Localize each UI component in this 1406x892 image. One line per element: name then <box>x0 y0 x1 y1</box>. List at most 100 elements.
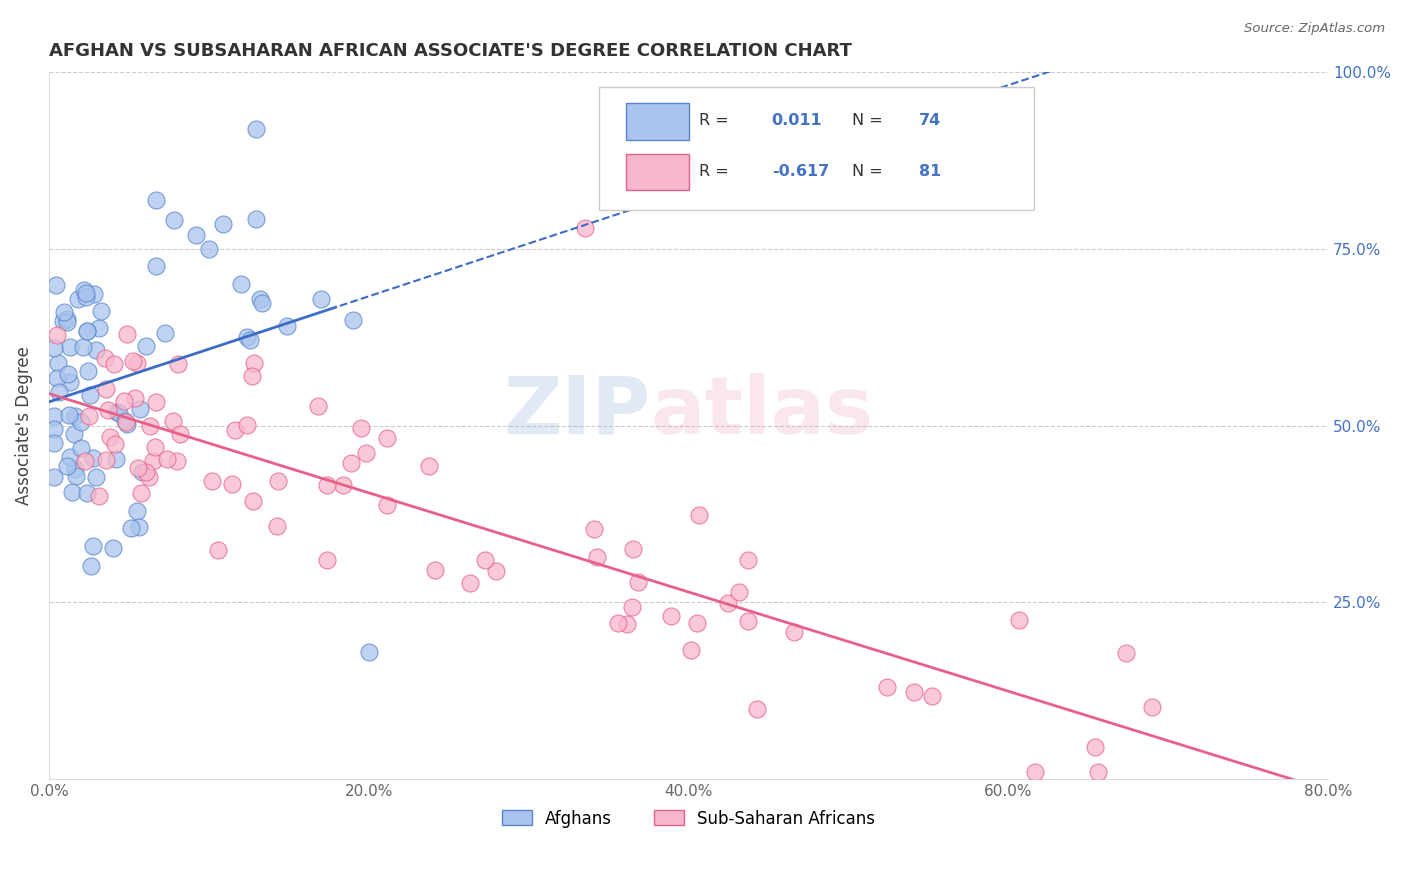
Point <box>129 486 152 500</box>
Point <box>166 357 188 371</box>
Point <box>138 470 160 484</box>
Point <box>252 295 274 310</box>
Point <box>626 574 648 589</box>
Point <box>55 458 77 473</box>
Point <box>56 311 79 326</box>
Point <box>42 422 65 436</box>
Point <box>245 211 267 226</box>
Point <box>48 356 70 370</box>
Point <box>59 450 82 464</box>
Point <box>315 553 337 567</box>
Point <box>96 403 118 417</box>
Point <box>229 277 252 292</box>
Point <box>143 440 166 454</box>
Point <box>350 421 373 435</box>
Point <box>339 456 361 470</box>
Text: Source: ZipAtlas.com: Source: ZipAtlas.com <box>1244 22 1385 36</box>
Point <box>145 259 167 273</box>
Point <box>212 217 235 231</box>
Point <box>72 340 94 354</box>
Point <box>342 312 364 326</box>
Point <box>903 685 925 699</box>
Point <box>166 454 188 468</box>
Point <box>141 454 163 468</box>
Point <box>60 484 83 499</box>
Point <box>357 645 380 659</box>
Point <box>53 305 76 319</box>
Point <box>131 465 153 479</box>
Point <box>135 466 157 480</box>
Point <box>156 452 179 467</box>
Point <box>162 213 184 227</box>
Point <box>76 324 98 338</box>
Point <box>332 477 354 491</box>
Point <box>607 615 630 630</box>
Point <box>75 453 97 467</box>
Point <box>162 414 184 428</box>
Point <box>129 401 152 416</box>
Point <box>45 370 67 384</box>
Point <box>94 351 117 365</box>
Point <box>69 441 91 455</box>
Point <box>90 304 112 318</box>
Point <box>98 430 121 444</box>
Point <box>423 563 446 577</box>
Text: N =: N = <box>852 113 883 128</box>
Point <box>616 616 638 631</box>
Point <box>485 564 508 578</box>
Point <box>105 452 128 467</box>
Point <box>42 341 65 355</box>
Point <box>82 539 104 553</box>
Point <box>659 608 682 623</box>
Point <box>86 343 108 357</box>
Point <box>115 326 138 341</box>
Point <box>1087 764 1109 779</box>
Point <box>135 339 157 353</box>
Point <box>80 558 103 573</box>
Point <box>83 287 105 301</box>
Point <box>1115 646 1137 660</box>
Point <box>121 354 143 368</box>
Point <box>221 476 243 491</box>
Point <box>375 498 398 512</box>
Legend: Afghans, Sub-Saharan Africans: Afghans, Sub-Saharan Africans <box>495 803 882 834</box>
Point <box>145 395 167 409</box>
Point <box>58 408 80 422</box>
Point <box>240 368 263 383</box>
Point <box>276 319 298 334</box>
Point <box>94 382 117 396</box>
FancyBboxPatch shape <box>626 153 689 190</box>
Point <box>125 504 148 518</box>
Point <box>65 409 87 424</box>
Point <box>115 415 138 429</box>
Point <box>201 474 224 488</box>
Point <box>307 399 329 413</box>
Point <box>76 486 98 500</box>
Point <box>42 409 65 423</box>
Point <box>169 427 191 442</box>
Point <box>375 431 398 445</box>
FancyBboxPatch shape <box>626 103 689 139</box>
Point <box>418 458 440 473</box>
Text: -0.617: -0.617 <box>772 164 830 178</box>
Point <box>245 122 267 136</box>
Point <box>686 616 709 631</box>
Point <box>55 315 77 329</box>
Point <box>224 423 246 437</box>
Point <box>1024 764 1046 779</box>
Point <box>52 314 75 328</box>
Point <box>207 542 229 557</box>
Point <box>186 227 208 242</box>
Point <box>737 614 759 628</box>
Point <box>103 357 125 371</box>
Point <box>94 453 117 467</box>
Point <box>45 278 67 293</box>
Point <box>66 292 89 306</box>
Point <box>46 327 69 342</box>
Point <box>120 521 142 535</box>
Point <box>107 405 129 419</box>
Point <box>59 375 82 389</box>
Point <box>236 417 259 432</box>
Point <box>309 292 332 306</box>
Point <box>59 340 82 354</box>
